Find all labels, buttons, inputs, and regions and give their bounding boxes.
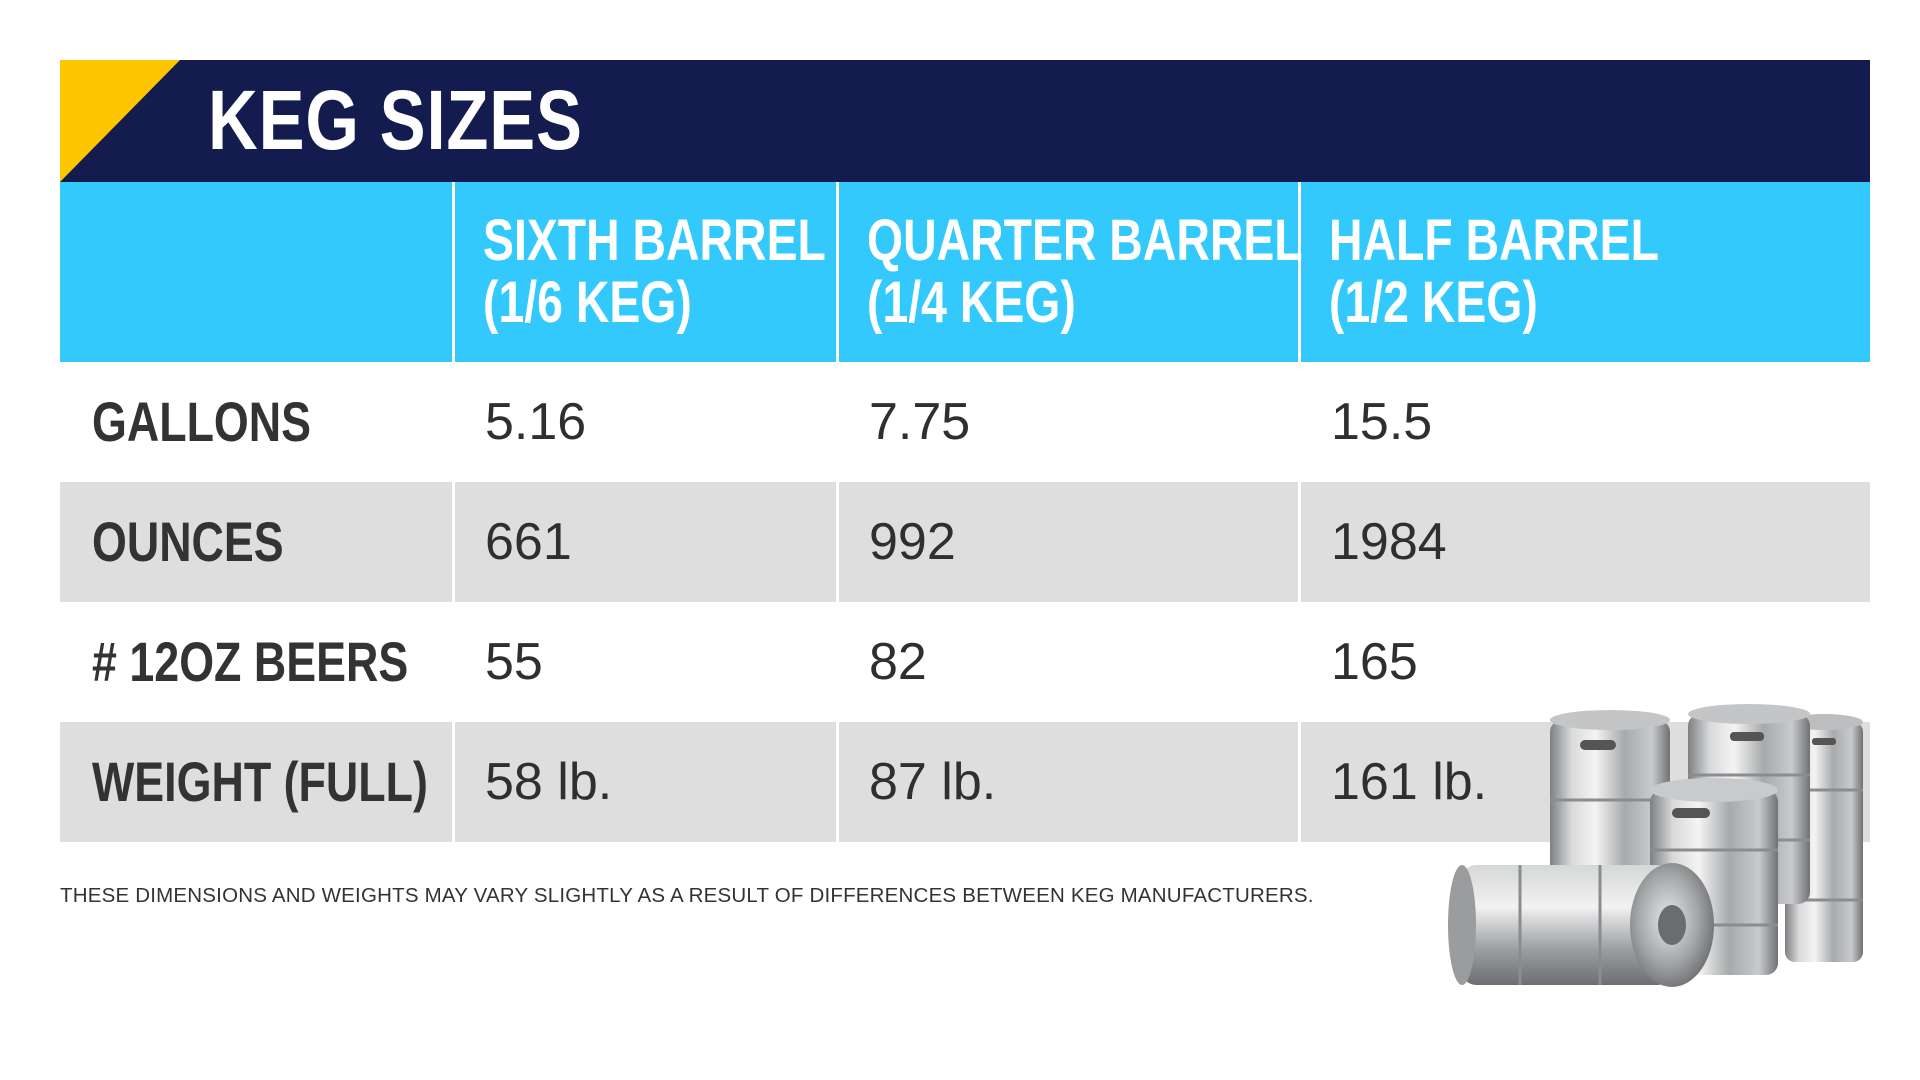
footnote: THESE DIMENSIONS AND WEIGHTS MAY VARY SL… — [60, 884, 1314, 907]
row-label-cell: OUNCES — [60, 482, 452, 602]
page-title: KEG SIZES — [208, 73, 583, 167]
cell-value: 992 — [869, 513, 956, 571]
cell-value: 15.5 — [1331, 393, 1433, 451]
table-cell: 161 lb. — [1298, 722, 1870, 842]
title-band: KEG SIZES — [60, 60, 1870, 182]
table-cell: 15.5 — [1298, 362, 1870, 482]
column-header-line1: SIXTH BARREL — [483, 208, 826, 273]
column-header-line2: (1/4 KEG) — [867, 270, 1076, 335]
keg-lying — [1448, 863, 1714, 987]
row-label-cell: GALLONS — [60, 362, 452, 482]
column-header-line2: (1/2 KEG) — [1329, 270, 1538, 335]
column-header: HALF BARREL (1/2 KEG) — [1329, 210, 1659, 334]
row-label-cell: # 12OZ BEERS — [60, 602, 452, 722]
cell-value: 58 lb. — [485, 753, 613, 811]
cell-value: 165 — [1331, 633, 1418, 691]
kegs-illustration — [1448, 704, 1863, 987]
table-header-row: SIXTH BARREL (1/6 KEG) QUARTER BARREL (1… — [60, 182, 1870, 362]
row-label-cell: WEIGHT (FULL) — [60, 722, 452, 842]
table-cell: 992 — [836, 482, 1298, 602]
cell-value: 661 — [485, 513, 572, 571]
cell-value: 87 lb. — [869, 753, 997, 811]
table-cell: 5.16 — [452, 362, 836, 482]
row-label: OUNCES — [92, 510, 284, 573]
table-row-beers: # 12OZ BEERS 55 82 165 — [60, 602, 1870, 722]
column-header: SIXTH BARREL (1/6 KEG) — [483, 210, 826, 334]
header-cell-quarter-barrel: QUARTER BARREL (1/4 KEG) — [836, 182, 1303, 362]
row-label: # 12OZ BEERS — [92, 630, 409, 693]
column-header-line1: QUARTER BARREL — [867, 208, 1303, 273]
header-cell-sixth-barrel: SIXTH BARREL (1/6 KEG) — [452, 182, 836, 362]
table-cell: 661 — [452, 482, 836, 602]
header-empty-cell — [60, 182, 452, 362]
table-cell: 55 — [452, 602, 836, 722]
table-cell: 1984 — [1298, 482, 1870, 602]
table-cell: 58 lb. — [452, 722, 836, 842]
table-cell: 87 lb. — [836, 722, 1298, 842]
table-row-ounces: OUNCES 661 992 1984 — [60, 482, 1870, 602]
row-label: GALLONS — [92, 390, 312, 453]
cell-value: 5.16 — [485, 393, 587, 451]
cell-value: 82 — [869, 633, 927, 691]
table-cell: 7.75 — [836, 362, 1298, 482]
cell-value: 55 — [485, 633, 543, 691]
column-header-line2: (1/6 KEG) — [483, 270, 692, 335]
column-header-line1: HALF BARREL — [1329, 208, 1659, 273]
row-label: WEIGHT (FULL) — [92, 750, 428, 813]
cell-value: 161 lb. — [1331, 753, 1488, 811]
cell-value: 1984 — [1331, 513, 1447, 571]
header-cell-half-barrel: HALF BARREL (1/2 KEG) — [1298, 182, 1870, 362]
cell-value: 7.75 — [869, 393, 971, 451]
table-cell: 165 — [1298, 602, 1870, 722]
column-header: QUARTER BARREL (1/4 KEG) — [867, 210, 1303, 334]
title-accent-triangle — [60, 60, 180, 182]
table-row-gallons: GALLONS 5.16 7.75 15.5 — [60, 362, 1870, 482]
table-cell: 82 — [836, 602, 1298, 722]
